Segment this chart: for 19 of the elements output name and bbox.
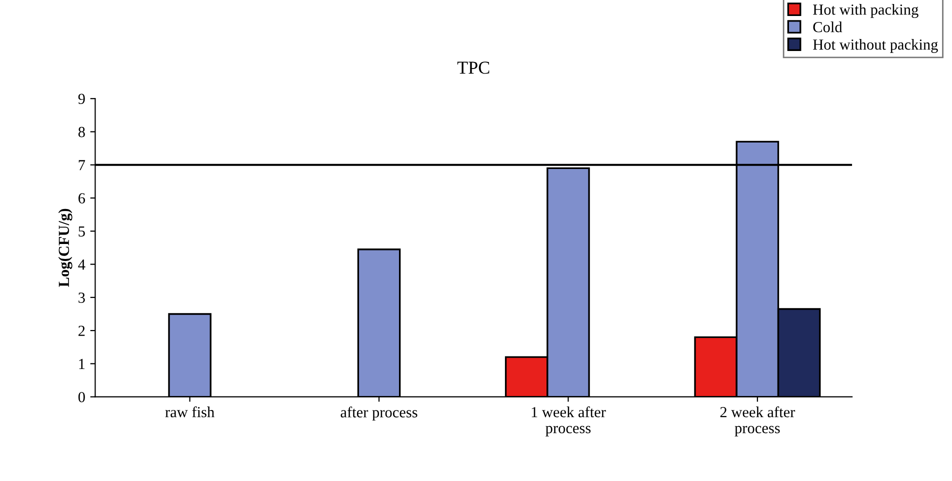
y-axis-title: Log(CFU/g) [58, 208, 72, 287]
y-tick-label: 0 [78, 392, 85, 402]
y-tick-label: 1 [79, 358, 85, 369]
y-tick-label: 2 [78, 326, 85, 336]
y-tick-label: 6 [78, 193, 86, 204]
y-tick-label: 4 [78, 260, 86, 270]
legend-label: Cold [813, 22, 842, 32]
y-tick-label: 9 [78, 94, 85, 104]
y-tick-label: 5 [78, 226, 85, 237]
x-tick-label: 2 week after process [720, 406, 796, 436]
x-tick-label: after process [340, 406, 418, 421]
x-tick-label: raw fish [165, 406, 214, 418]
chart-title: TPC [457, 62, 490, 74]
x-tick-label: 1 week after process [532, 406, 606, 436]
y-tick-label: 7 [78, 160, 86, 170]
y-tick-label: 3 [78, 292, 85, 303]
legend-label: Hot without packing [813, 38, 938, 53]
legend-label: Hot with packing [813, 4, 918, 18]
y-tick-label: 8 [78, 126, 85, 138]
